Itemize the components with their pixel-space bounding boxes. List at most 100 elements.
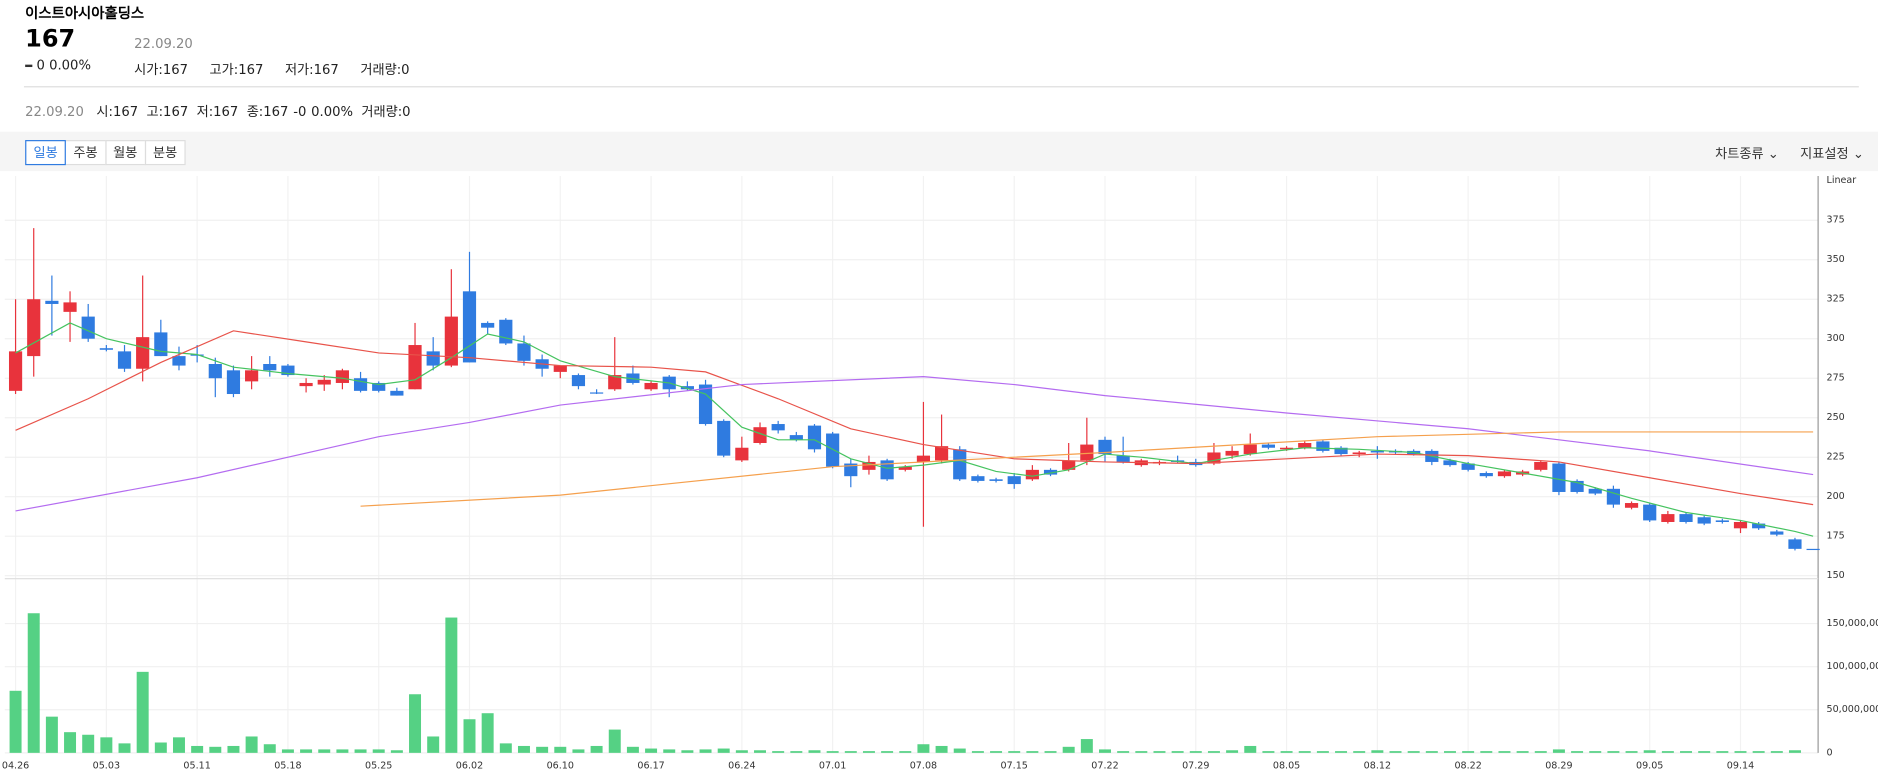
candle-body bbox=[789, 435, 803, 440]
stat-value: 167 bbox=[313, 62, 339, 78]
period-tab[interactable]: 분봉 bbox=[144, 140, 186, 166]
candle-body bbox=[1534, 461, 1548, 470]
candle-body bbox=[1243, 444, 1257, 455]
volume-bar bbox=[1080, 739, 1093, 753]
y-tick-label: 300 bbox=[1826, 333, 1844, 344]
period-tabs: 일봉 주봉 월봉 분봉 bbox=[25, 139, 186, 166]
current-price: 167 bbox=[25, 23, 76, 53]
stat-label: 시가: bbox=[134, 62, 163, 78]
candle-body bbox=[1316, 441, 1330, 451]
menu-label: 차트종류 bbox=[1715, 146, 1764, 162]
summary-value: 167 bbox=[163, 104, 189, 120]
candle-body bbox=[408, 345, 422, 390]
volume-bar bbox=[118, 743, 131, 753]
candle-body bbox=[1461, 463, 1475, 470]
candle-body bbox=[826, 433, 840, 467]
stat-label: 저가: bbox=[284, 62, 314, 78]
stat-label: 거래량: bbox=[360, 62, 402, 78]
volume-bar bbox=[826, 751, 839, 753]
volume-bar bbox=[1625, 751, 1638, 753]
volume-bar bbox=[590, 745, 603, 753]
x-tick-label: 06.02 bbox=[456, 761, 483, 772]
y-tick-label: 250 bbox=[1826, 412, 1844, 423]
candle-body bbox=[1352, 452, 1366, 455]
volume-bar bbox=[572, 749, 585, 753]
change-rate: 0.00% bbox=[49, 57, 91, 74]
volume-tick-label: 50,000,000 bbox=[1826, 704, 1878, 715]
volume-bar bbox=[1607, 751, 1620, 753]
stat-value: 167 bbox=[162, 62, 188, 78]
candle-body bbox=[136, 337, 150, 369]
volume-bar bbox=[154, 742, 167, 753]
summary-item: 시:167 bbox=[96, 104, 138, 120]
x-tick-label: 08.12 bbox=[1364, 761, 1391, 772]
summary-volume-label: 거래량: bbox=[361, 104, 403, 120]
volume-bar bbox=[1062, 746, 1075, 753]
candle-body bbox=[1370, 450, 1384, 453]
volume-bar bbox=[935, 745, 948, 753]
y-tick-label: 375 bbox=[1826, 215, 1844, 226]
volume-bar bbox=[862, 751, 875, 753]
period-tab[interactable]: 주봉 bbox=[64, 140, 106, 166]
candle-body bbox=[862, 461, 876, 470]
volume-bar bbox=[881, 751, 894, 753]
volume-bar bbox=[1207, 751, 1220, 753]
summary-date: 22.09.20 bbox=[25, 104, 84, 120]
y-tick-label: 200 bbox=[1826, 491, 1844, 502]
volume-tick-label: 0 bbox=[1826, 747, 1832, 758]
volume-bar bbox=[626, 746, 639, 753]
x-tick-label: 09.14 bbox=[1727, 761, 1754, 772]
candle-body bbox=[444, 316, 458, 366]
volume-bar bbox=[1189, 751, 1202, 753]
volume-bar bbox=[899, 751, 912, 753]
volume-bar bbox=[427, 736, 440, 753]
candle-body bbox=[1116, 455, 1130, 462]
candle-body bbox=[390, 390, 404, 396]
summary-volume: 0 bbox=[402, 104, 411, 120]
summary-change-rate: 0.00% bbox=[311, 104, 353, 120]
candle-body bbox=[953, 449, 967, 480]
volume-bar bbox=[1389, 751, 1402, 753]
volume-bar bbox=[191, 745, 204, 753]
volume-bar bbox=[1099, 749, 1111, 753]
candle-body bbox=[1098, 439, 1112, 455]
volume-bar bbox=[263, 744, 276, 753]
volume-bar bbox=[136, 671, 149, 753]
period-tab[interactable]: 월봉 bbox=[104, 140, 146, 166]
candle-body bbox=[1043, 469, 1058, 475]
candle-body bbox=[844, 463, 858, 477]
volume-bar bbox=[717, 748, 730, 753]
volume-bar bbox=[1589, 751, 1602, 753]
summary-label: 종: bbox=[246, 104, 264, 120]
indicator-menu[interactable]: 지표설정 ⌄ bbox=[1800, 146, 1864, 162]
volume-bar bbox=[1480, 751, 1493, 753]
moving-average-line bbox=[360, 431, 1814, 507]
period-tab[interactable]: 일봉 bbox=[25, 140, 67, 166]
summary-item: 종:167 bbox=[247, 104, 289, 120]
volume-bar bbox=[100, 737, 113, 753]
volume-bar bbox=[808, 750, 821, 753]
candle-body bbox=[8, 351, 23, 391]
candle-body bbox=[372, 382, 386, 391]
stock-name: 이스트아시아홀딩스 bbox=[25, 4, 145, 22]
stat: 시가:167 bbox=[134, 62, 188, 78]
candle-body bbox=[462, 291, 477, 363]
y-tick-label: 275 bbox=[1826, 373, 1844, 384]
chart-type-menu[interactable]: 차트종류 ⌄ bbox=[1715, 146, 1779, 162]
volume-bar bbox=[645, 748, 658, 753]
volume-bar bbox=[1262, 751, 1275, 753]
candle-body bbox=[571, 375, 586, 387]
volume-bar bbox=[917, 744, 930, 753]
moving-average-line bbox=[15, 330, 1814, 506]
candle-body bbox=[1588, 488, 1602, 494]
candle-body bbox=[1062, 460, 1076, 470]
volume-bar bbox=[1770, 751, 1783, 753]
candle-body bbox=[63, 302, 77, 312]
x-tick-label: 06.10 bbox=[547, 761, 574, 772]
x-tick-label: 05.03 bbox=[93, 761, 120, 772]
candle-body bbox=[1733, 521, 1748, 529]
x-tick-label: 08.05 bbox=[1273, 761, 1300, 772]
y-tick-label: 150 bbox=[1826, 570, 1844, 581]
volume-bar bbox=[445, 617, 458, 753]
volume-bar bbox=[1516, 751, 1529, 753]
